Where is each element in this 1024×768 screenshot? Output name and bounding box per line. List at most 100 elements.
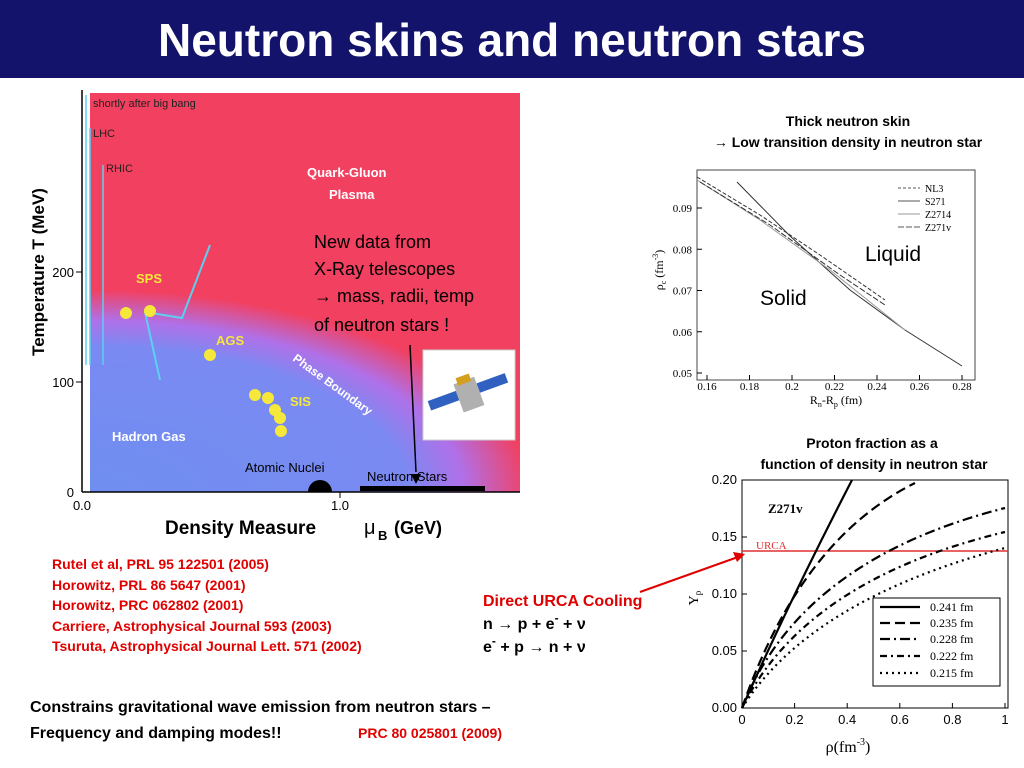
y-tick-label: 0.08 [673, 244, 693, 256]
x-tick-label: 0.4 [838, 712, 856, 727]
path-shape [741, 530, 1006, 709]
x-axis-label: Rn-Rp (fm) [810, 393, 862, 409]
footer-line: Constrains gravitational wave emission f… [30, 699, 491, 716]
references: Rutel et al, PRL 95 122501 (2005) Horowi… [52, 556, 362, 654]
path-shape [411, 474, 421, 484]
annotation-line: New data from [314, 232, 431, 252]
legend-entry: 0.215 fm [930, 666, 974, 680]
y-axis-label: Temperature T (MeV) [29, 188, 48, 356]
label-part: R [810, 393, 818, 407]
x-tick-label: 0 [738, 712, 745, 727]
x-tick-label: 1 [1001, 712, 1008, 727]
rect-shape [427, 390, 460, 411]
slide-title: Neutron skins and neutron stars [158, 14, 866, 66]
label-part: ) [652, 250, 666, 254]
g-shape: 0 0.2 0.4 0.6 0.8 1 [738, 703, 1009, 727]
reaction-part: - [555, 611, 559, 625]
label-part: (fm [652, 260, 666, 281]
annotation-line: → mass, radii, temp [314, 286, 474, 306]
legend-entry: Z2714 [925, 210, 951, 221]
proton-plot: Proton fraction as a function of density… [687, 435, 1009, 756]
reaction-part: e [483, 639, 492, 656]
g-shape: 0.16 0.18 0.2 0.22 0.24 0.26 0.28 [697, 375, 972, 393]
y-tick-label: 200 [52, 265, 74, 280]
label: shortly after big bang [93, 98, 196, 110]
label-part: ) [865, 739, 870, 756]
circle-shape [204, 349, 216, 361]
x-tick-label: 0.16 [697, 381, 717, 393]
legend-entry: NL3 [925, 184, 943, 195]
label: Hadron Gas [112, 429, 186, 444]
x-axis-subscript: B [378, 528, 387, 543]
g-shape [696, 176, 963, 367]
label: SIS [290, 394, 311, 409]
line-shape [409, 344, 417, 473]
label-part: p [834, 400, 838, 409]
footer-reference: PRC 80 025801 (2009) [358, 725, 502, 741]
label: SPS [136, 271, 162, 286]
rect-shape [422, 349, 516, 441]
line-shape [639, 556, 739, 593]
caption: → Low transition density in neutron star [714, 134, 983, 150]
label-part: -3 [857, 737, 865, 748]
y-tick-label: 0.15 [712, 529, 737, 544]
x-tick-label: 0.0 [73, 498, 91, 513]
label: LHC [93, 128, 115, 140]
region-label: Solid [760, 287, 807, 310]
legend-entry: 0.235 fm [930, 616, 974, 630]
title-bar [0, 0, 1024, 78]
path-shape [736, 181, 963, 367]
circle-shape [249, 389, 261, 401]
y-tick-label: 0.06 [673, 327, 693, 339]
legend-entry: 0.228 fm [930, 632, 974, 646]
g-shape: 0.09 0.08 0.07 0.06 0.05 [673, 203, 702, 380]
label: Neutron Stars [367, 469, 448, 484]
x-axis-unit: (GeV) [394, 518, 442, 538]
label: Atomic Nuclei [245, 460, 325, 475]
label-part: ρ [652, 284, 666, 290]
x-axis-symbol: μ [364, 517, 376, 539]
label: Plasma [329, 187, 375, 202]
circle-shape [120, 307, 132, 319]
label-part: ρ(fm [826, 739, 858, 756]
x-tick-label: 0.18 [740, 381, 760, 393]
urca-title: Direct URCA Cooling [483, 593, 642, 610]
x-tick-label: 0.2 [786, 712, 804, 727]
label-part: (fm) [838, 393, 862, 407]
y-tick-label: 0.05 [673, 368, 693, 380]
path-shape [143, 244, 211, 381]
path-shape [740, 506, 1006, 709]
path-shape [308, 480, 332, 492]
urca-label: URCA [756, 540, 787, 552]
rect-shape [360, 486, 485, 491]
circle-shape [274, 412, 286, 424]
footer: Constrains gravitational wave emission f… [30, 699, 502, 742]
y-axis-label: ρc (fm-3) [651, 250, 668, 291]
reaction-part: - [492, 634, 496, 648]
reaction-part: n → p + e [483, 616, 555, 633]
g-shape [740, 479, 1006, 709]
circle-shape [275, 425, 287, 437]
legend-entry: Z271v [925, 223, 951, 234]
legend-entry: 0.222 fm [930, 649, 974, 663]
legend-entry: 0.241 fm [930, 600, 974, 614]
x-tick-label: 0.24 [867, 381, 887, 393]
x-tick-label: 0.8 [943, 712, 961, 727]
label-part: n [818, 400, 822, 409]
g-shape [427, 373, 509, 413]
caption: Thick neutron skin [786, 113, 910, 129]
label-part: c [659, 280, 668, 284]
g-shape [898, 187, 920, 228]
reference: Rutel et al, PRL 95 122501 (2005) [52, 556, 269, 572]
reference: Carriere, Astrophysical Journal 593 (200… [52, 618, 332, 634]
annotation-line: of neutron stars ! [314, 315, 449, 335]
g-shape [880, 605, 920, 675]
path-shape [699, 181, 886, 306]
y-tick-label: 0.05 [712, 643, 737, 658]
model-label: Z271v [768, 501, 803, 516]
reference: Horowitz, PRL 86 5647 (2001) [52, 577, 245, 593]
y-tick-label: 0.07 [673, 286, 693, 298]
x-tick-label: 0.22 [825, 381, 844, 393]
